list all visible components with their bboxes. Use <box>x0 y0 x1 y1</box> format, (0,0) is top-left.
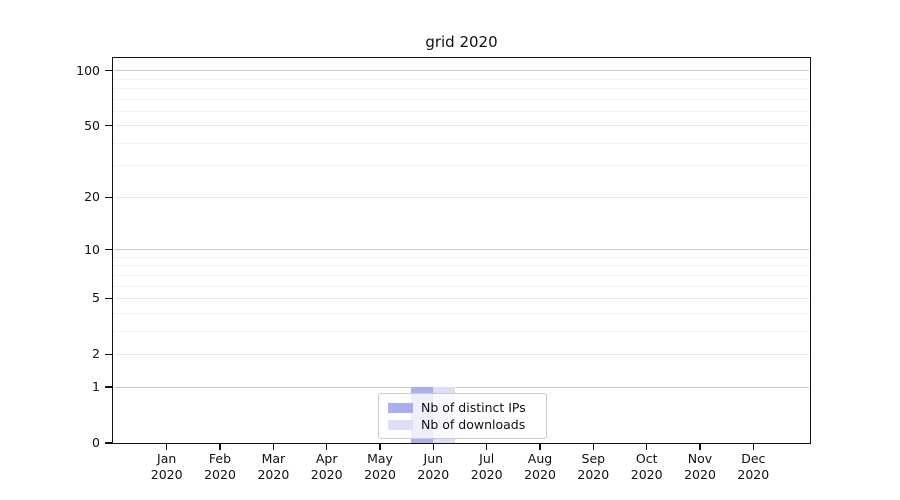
gridline <box>114 256 809 258</box>
x-axis-tick-label: Sep 2020 <box>577 451 610 482</box>
gridline <box>114 196 809 198</box>
y-axis-tick-label: 20 <box>84 189 100 205</box>
gridline <box>114 165 809 167</box>
x-axis-tick <box>165 444 168 450</box>
y-axis-tick <box>105 442 112 444</box>
legend-swatch-distinct-ips <box>388 402 413 413</box>
gridline <box>114 142 809 144</box>
x-axis-tick-label: Jul 2020 <box>470 451 503 482</box>
gridline <box>114 87 809 89</box>
y-axis-tick-label: 50 <box>84 117 100 133</box>
x-axis-tick <box>752 444 755 450</box>
x-axis-tick <box>219 444 221 450</box>
x-axis-tick-label: Dec 2020 <box>737 451 770 482</box>
x-axis-tick-label: Aug 2020 <box>524 451 556 482</box>
gridline <box>114 265 809 267</box>
gridline <box>114 98 809 100</box>
gridline <box>114 297 809 299</box>
x-axis-tick <box>592 444 595 450</box>
plot-area <box>112 57 811 444</box>
y-axis-tick <box>105 124 112 127</box>
y-axis-tick <box>105 386 112 388</box>
legend-swatch-downloads <box>388 419 413 430</box>
gridline <box>114 353 809 355</box>
x-axis-tick-label: Mar 2020 <box>257 451 290 482</box>
gridline <box>114 70 809 72</box>
y-axis-tick-label: 1 <box>92 379 100 395</box>
x-axis-tick-label: Jun 2020 <box>417 451 450 482</box>
gridline <box>114 285 809 287</box>
gridline <box>114 312 809 314</box>
x-axis-tick <box>645 444 648 450</box>
x-axis-tick-label: Feb 2020 <box>204 451 236 482</box>
x-axis-tick-label: Apr 2020 <box>310 451 343 482</box>
y-axis-tick-label: 100 <box>76 62 100 78</box>
x-axis-tick <box>379 444 381 450</box>
gridline <box>114 274 809 276</box>
y-axis-tick <box>105 353 112 356</box>
x-axis-tick-label: Jan 2020 <box>150 451 183 482</box>
y-axis-tick <box>105 196 112 199</box>
y-axis-tick-label: 5 <box>92 290 100 306</box>
gridline <box>114 249 809 250</box>
x-axis-tick <box>485 444 488 450</box>
legend-label: Nb of downloads <box>421 417 526 432</box>
y-axis-tick-label: 2 <box>92 346 100 362</box>
y-axis-tick <box>105 69 112 72</box>
y-axis-tick <box>105 248 112 251</box>
y-axis-tick-label: 10 <box>84 241 100 257</box>
gridline <box>114 125 809 127</box>
gridline <box>114 110 809 112</box>
x-axis-tick <box>272 444 275 450</box>
gridline <box>114 330 809 332</box>
gridline <box>114 78 809 80</box>
legend-item-distinct-ips[interactable]: Nb of distinct IPs <box>388 400 537 415</box>
y-axis-tick <box>105 297 112 300</box>
x-axis-tick <box>325 444 328 450</box>
x-axis-tick <box>699 444 701 450</box>
gridline <box>114 386 809 388</box>
x-axis-tick <box>539 444 541 450</box>
y-axis-tick-label: 0 <box>92 435 100 450</box>
legend-item-downloads[interactable]: Nb of downloads <box>388 417 537 432</box>
x-axis-tick <box>432 444 435 450</box>
x-axis-tick-label: Oct 2020 <box>630 451 663 482</box>
x-axis-tick-label: Nov 2020 <box>684 451 716 482</box>
legend: Nb of distinct IPs Nb of downloads <box>378 393 547 439</box>
x-axis-tick-label: May 2020 <box>364 451 396 482</box>
legend-label: Nb of distinct IPs <box>421 400 526 415</box>
chart-title: grid 2020 <box>425 33 498 51</box>
